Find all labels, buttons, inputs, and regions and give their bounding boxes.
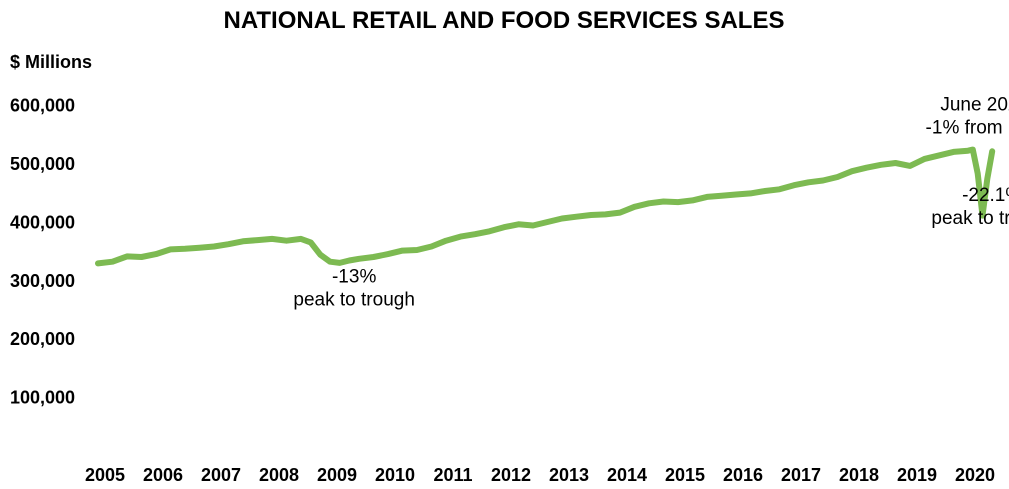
annotation-covid_2020: -22.1%peak to trough bbox=[931, 185, 1009, 229]
y-axis-unit-label: $ Millions bbox=[10, 52, 92, 72]
x-tick-label: 2020 bbox=[955, 465, 995, 485]
x-tick-label: 2010 bbox=[375, 465, 415, 485]
x-tick-label: 2007 bbox=[201, 465, 241, 485]
x-tick-label: 2008 bbox=[259, 465, 299, 485]
x-tick-label: 2009 bbox=[317, 465, 357, 485]
x-tick-label: 2018 bbox=[839, 465, 879, 485]
chart-annotations: -13%peak to trough-22.1%peak to troughJu… bbox=[293, 94, 1009, 310]
x-tick-label: 2015 bbox=[665, 465, 705, 485]
x-tick-label: 2005 bbox=[85, 465, 125, 485]
x-tick-label: 2011 bbox=[433, 465, 472, 485]
annotation-line: June 2020: bbox=[940, 94, 1009, 115]
y-tick-label: 100,000 bbox=[10, 388, 75, 408]
y-tick-label: 500,000 bbox=[10, 154, 75, 174]
x-tick-label: 2013 bbox=[549, 465, 589, 485]
x-tick-label: 2006 bbox=[143, 465, 183, 485]
x-tick-label: 2014 bbox=[607, 465, 647, 485]
x-axis-ticks: 2005 2006 2007 2008 2009 2010 2011 2012 2013 2014… bbox=[85, 465, 995, 485]
chart-title: NATIONAL RETAIL AND FOOD SERVICES SALES bbox=[224, 7, 785, 34]
sales-line bbox=[95, 146, 996, 267]
x-tick-label: 2012 bbox=[491, 465, 531, 485]
annotation-line: -22.1% bbox=[962, 185, 1009, 206]
annotation-line: -1% from peak bbox=[926, 117, 1009, 138]
y-axis-ticks: 100,000 200,000 300,000 400,000 500,000 600,0… bbox=[10, 96, 75, 408]
y-tick-label: 200,000 bbox=[10, 329, 75, 349]
annotation-line: peak to trough bbox=[293, 290, 414, 311]
sales-series bbox=[95, 146, 996, 267]
annotation-recession_2009: -13% peak to trough bbox=[293, 267, 414, 311]
x-tick-label: 2019 bbox=[897, 465, 937, 485]
y-tick-label: 600,000 bbox=[10, 96, 75, 116]
annotation-june_2020: June 2020:-1% from peak bbox=[926, 94, 1009, 138]
x-tick-label: 2016 bbox=[723, 465, 763, 485]
y-tick-label: 300,000 bbox=[10, 271, 75, 291]
y-tick-label: 400,000 bbox=[10, 212, 75, 232]
annotation-line: peak to trough bbox=[931, 208, 1009, 229]
annotation-line: -13% bbox=[332, 267, 376, 288]
x-tick-label: 2017 bbox=[781, 465, 821, 485]
